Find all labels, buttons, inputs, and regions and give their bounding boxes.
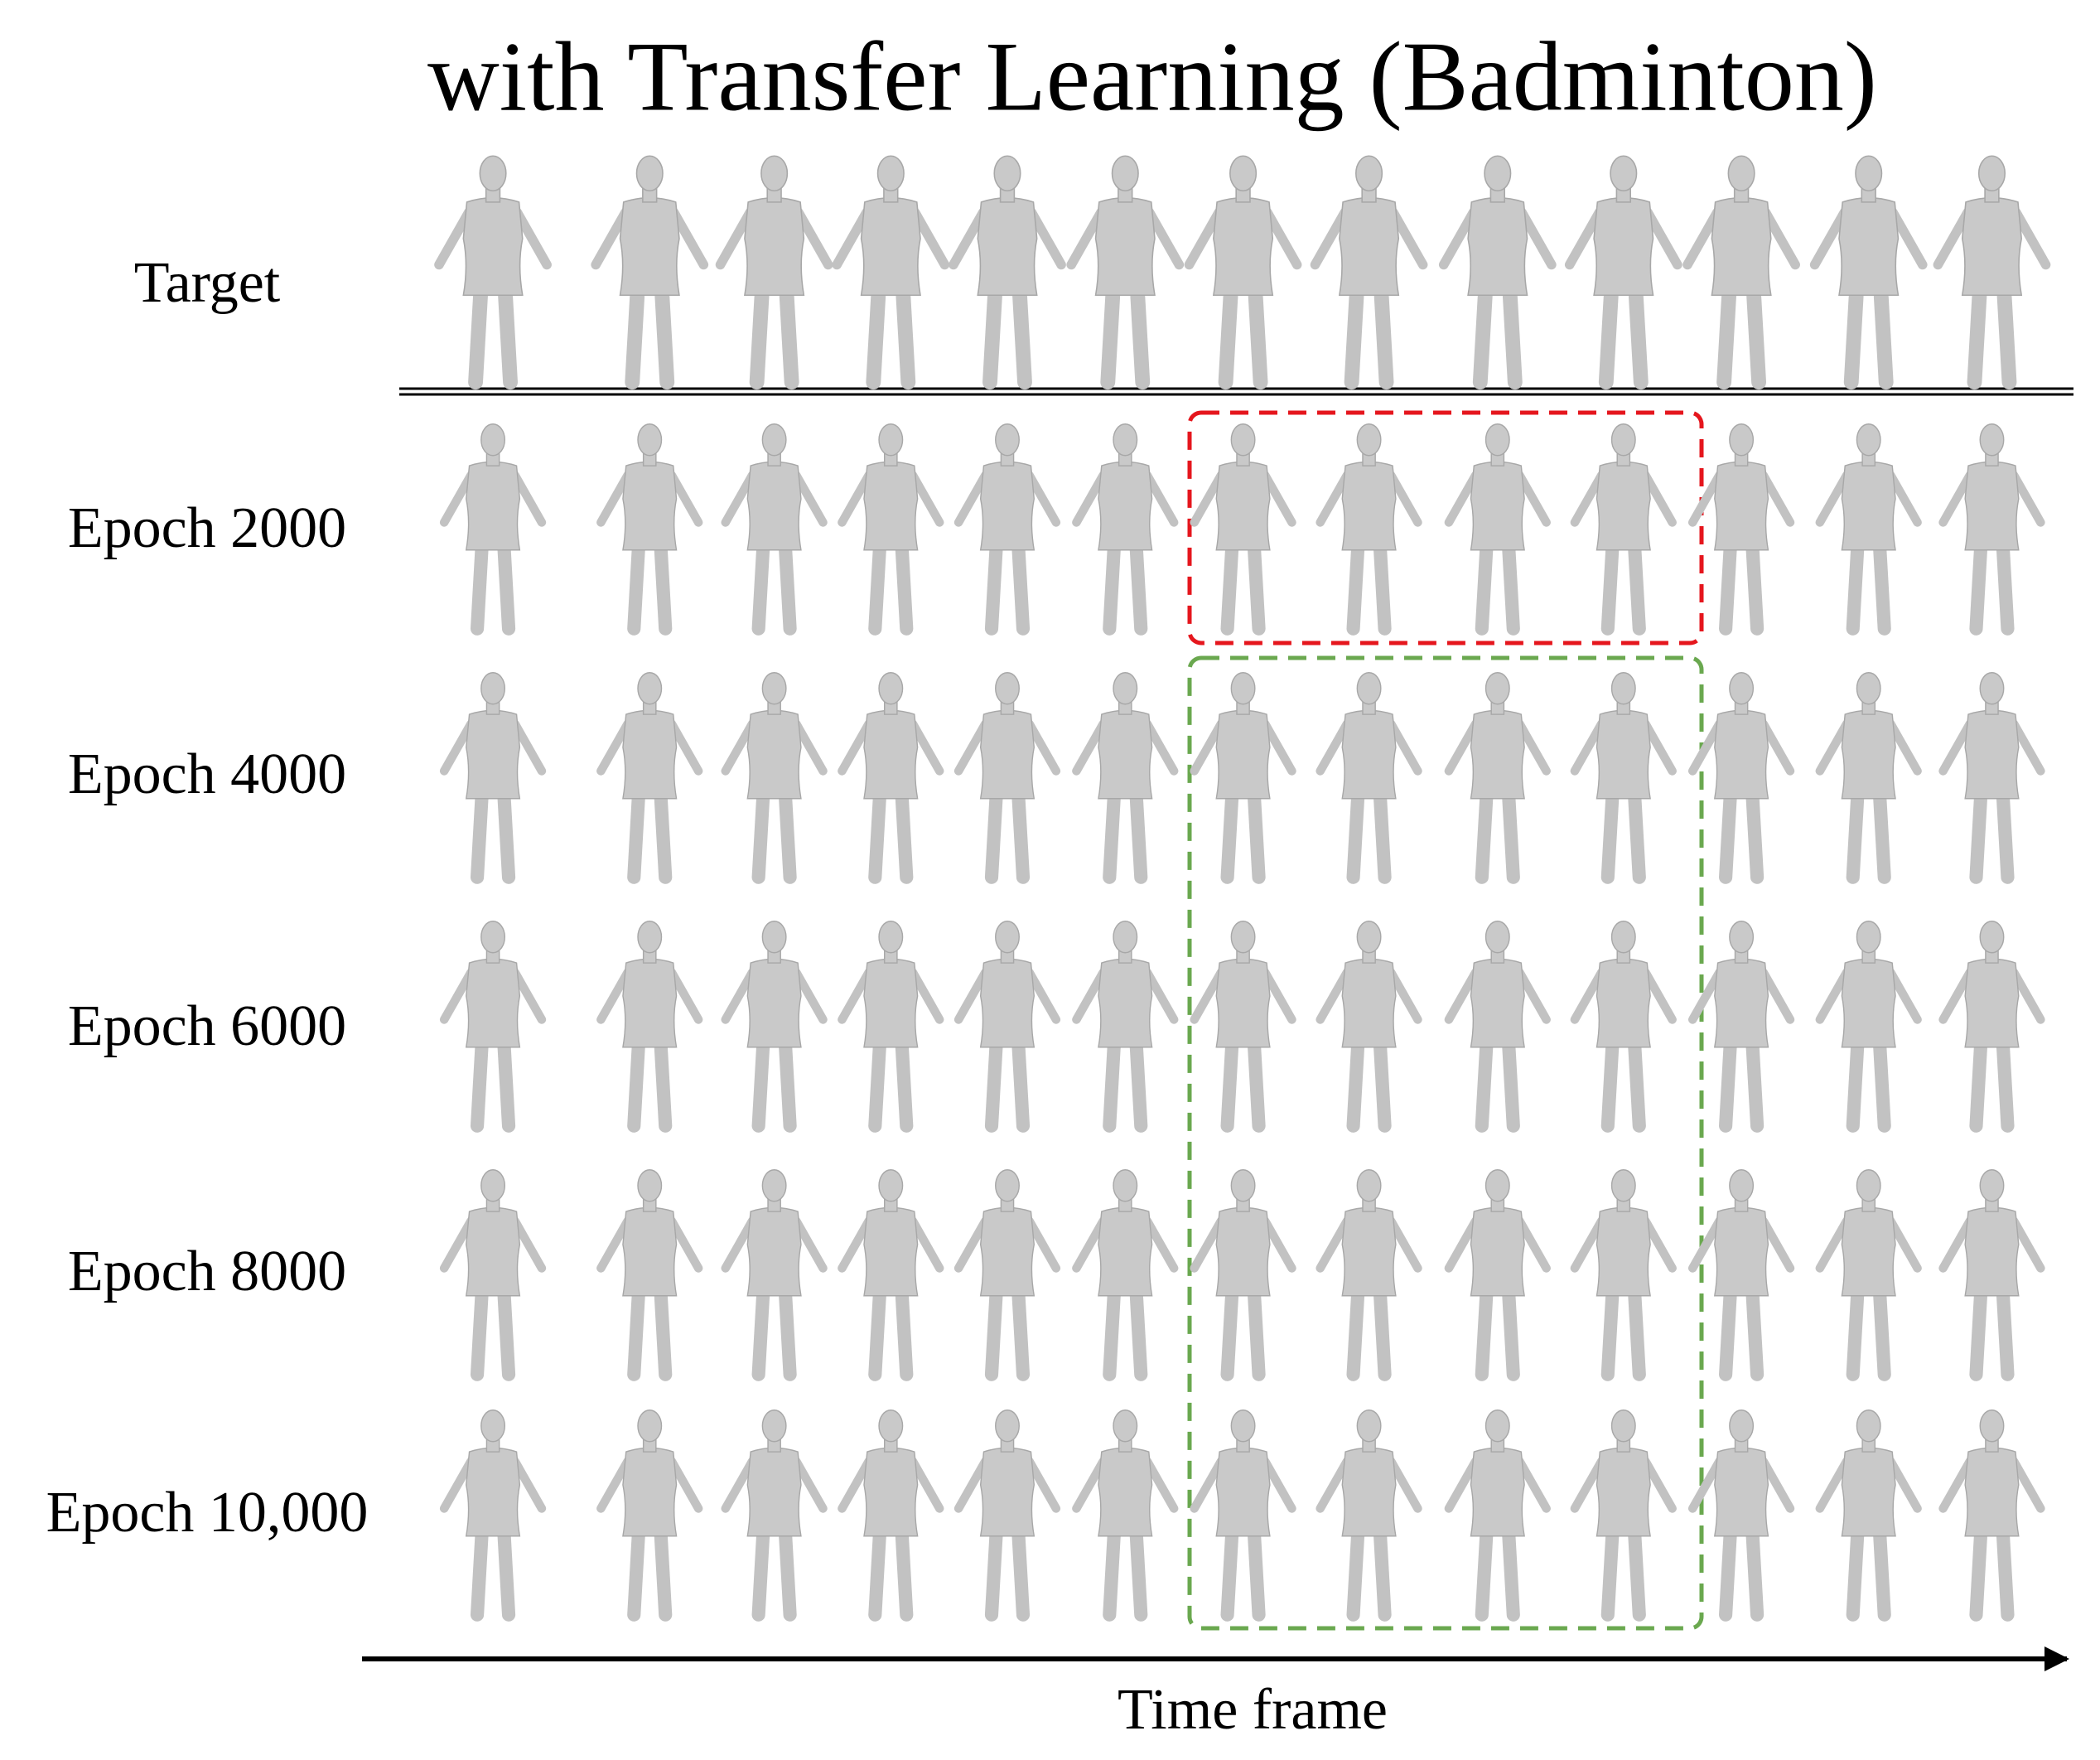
- body-mesh: [1076, 424, 1174, 629]
- body-mesh: [1449, 921, 1547, 1126]
- body-mesh: [726, 1170, 823, 1375]
- body-mesh: [842, 673, 939, 878]
- body-mesh: [958, 1170, 1056, 1375]
- row-label: Epoch 4000: [68, 742, 346, 806]
- body-mesh: [1076, 1410, 1174, 1615]
- mesh-grid: [439, 156, 2046, 1615]
- body-mesh: [1820, 1170, 1918, 1375]
- body-mesh: [1570, 156, 1678, 382]
- body-mesh: [726, 1410, 823, 1615]
- body-mesh: [601, 1410, 698, 1615]
- body-mesh: [1943, 1410, 2041, 1615]
- body-mesh: [1320, 1170, 1418, 1375]
- row-label: Epoch 10,000: [46, 1481, 369, 1545]
- row-label: Epoch 8000: [68, 1240, 346, 1303]
- body-mesh: [1071, 156, 1179, 382]
- body-mesh: [1320, 921, 1418, 1126]
- body-mesh: [1449, 673, 1547, 878]
- body-mesh: [1575, 921, 1673, 1126]
- body-mesh: [1575, 673, 1673, 878]
- row-label: Epoch 2000: [68, 496, 346, 560]
- body-mesh: [1449, 424, 1547, 629]
- body-mesh: [1195, 921, 1292, 1126]
- body-mesh: [958, 1410, 1056, 1615]
- body-mesh: [601, 673, 698, 878]
- body-mesh: [1444, 156, 1552, 382]
- body-mesh: [721, 156, 828, 382]
- highlight-box-green: [1187, 655, 1704, 1631]
- body-mesh: [1692, 1170, 1790, 1375]
- body-mesh: [1820, 424, 1918, 629]
- body-mesh: [1575, 1170, 1673, 1375]
- body-mesh: [601, 1170, 698, 1375]
- body-mesh: [1195, 1170, 1292, 1375]
- body-mesh: [1692, 424, 1790, 629]
- body-mesh: [601, 424, 698, 629]
- body-mesh: [842, 1410, 939, 1615]
- body-mesh: [444, 424, 542, 629]
- body-mesh: [1687, 156, 1795, 382]
- body-mesh: [1449, 1410, 1547, 1615]
- body-mesh: [726, 673, 823, 878]
- body-mesh: [1320, 1410, 1418, 1615]
- body-mesh: [596, 156, 703, 382]
- body-mesh: [1820, 1410, 1918, 1615]
- body-mesh: [1076, 921, 1174, 1126]
- body-mesh: [842, 1170, 939, 1375]
- body-mesh: [1692, 673, 1790, 878]
- body-mesh: [837, 156, 944, 382]
- body-mesh: [953, 156, 1061, 382]
- body-mesh: [958, 673, 1056, 878]
- body-mesh: [1320, 424, 1418, 629]
- body-mesh: [1943, 921, 2041, 1126]
- body-mesh: [444, 1410, 542, 1615]
- body-mesh: [444, 1170, 542, 1375]
- body-mesh: [1315, 156, 1422, 382]
- row-label: Epoch 6000: [68, 994, 346, 1058]
- body-mesh: [1076, 1170, 1174, 1375]
- body-mesh: [1320, 673, 1418, 878]
- body-mesh: [842, 424, 939, 629]
- highlight-box-red: [1187, 410, 1704, 645]
- body-mesh: [1692, 1410, 1790, 1615]
- body-mesh: [1692, 921, 1790, 1126]
- body-mesh: [1195, 424, 1292, 629]
- body-mesh: [726, 921, 823, 1126]
- body-mesh: [1449, 1170, 1547, 1375]
- row-label: Target: [134, 251, 281, 315]
- body-mesh: [1575, 424, 1673, 629]
- body-mesh: [1943, 1170, 2041, 1375]
- body-mesh: [958, 424, 1056, 629]
- body-mesh: [1943, 673, 2041, 878]
- body-mesh: [1820, 673, 1918, 878]
- body-mesh: [1076, 673, 1174, 878]
- title: with Transfer Learning (Badminton): [427, 22, 1877, 132]
- body-mesh: [1195, 673, 1292, 878]
- body-mesh: [1938, 156, 2045, 382]
- body-mesh: [726, 424, 823, 629]
- x-axis-label: Time frame: [1118, 1678, 1388, 1742]
- body-mesh: [842, 921, 939, 1126]
- body-mesh: [439, 156, 547, 382]
- body-mesh: [1820, 921, 1918, 1126]
- body-mesh: [1943, 424, 2041, 629]
- body-mesh: [444, 921, 542, 1126]
- body-mesh: [1815, 156, 1923, 382]
- body-mesh: [1189, 156, 1296, 382]
- body-mesh: [958, 921, 1056, 1126]
- body-mesh: [1575, 1410, 1673, 1615]
- body-mesh: [601, 921, 698, 1126]
- body-mesh: [444, 673, 542, 878]
- body-mesh: [1195, 1410, 1292, 1615]
